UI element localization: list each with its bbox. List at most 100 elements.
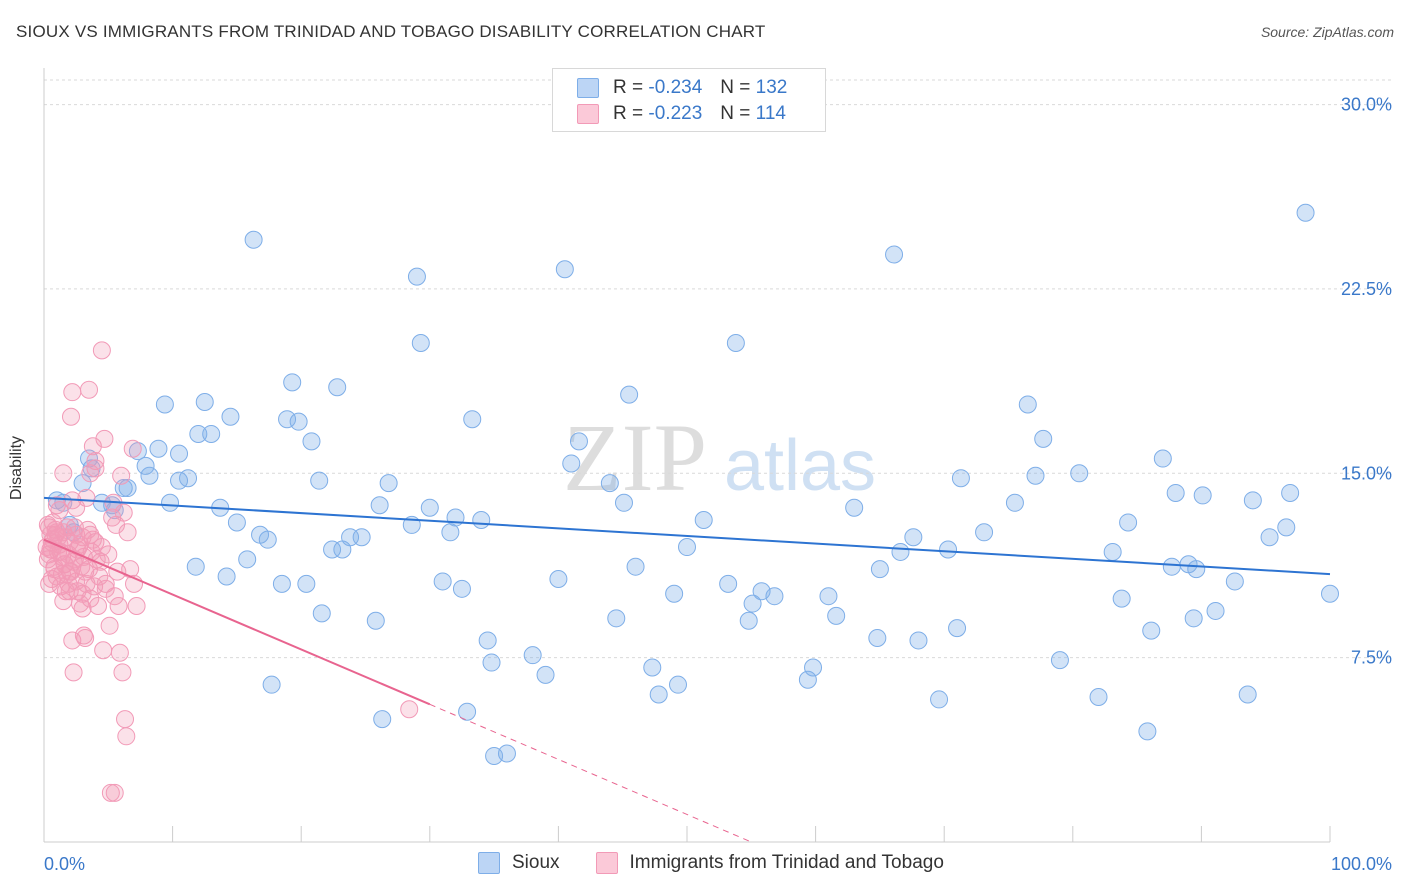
sioux-point	[726, 334, 745, 353]
legend-row-tt: R = -0.223 N = 114	[577, 103, 786, 125]
sioux-point	[694, 510, 713, 529]
sioux-point	[379, 474, 398, 493]
sioux-point	[1243, 491, 1262, 510]
tt-trend-extension	[429, 703, 752, 843]
tt-point	[89, 597, 108, 616]
sioux-point	[1119, 513, 1138, 532]
tt-point	[58, 518, 77, 537]
sioux-point	[868, 628, 887, 647]
y-tick-label: 7.5%	[1351, 648, 1392, 668]
tt-point	[105, 783, 124, 802]
tt-point	[95, 429, 114, 448]
sioux-point	[238, 550, 257, 569]
tt-point	[92, 341, 111, 360]
sioux-point	[555, 260, 574, 279]
sioux-point	[221, 407, 240, 426]
sioux-point	[649, 685, 668, 704]
tt-point	[400, 700, 419, 719]
sioux-point	[497, 744, 516, 763]
sioux-point	[463, 410, 482, 429]
sioux-point	[1018, 395, 1037, 414]
watermark-zip: ZIP	[563, 404, 707, 511]
sioux-point	[373, 710, 392, 729]
sioux-point	[614, 493, 633, 512]
sioux-point	[569, 432, 588, 451]
tt-point	[99, 545, 118, 564]
sioux-point	[278, 410, 297, 429]
sioux-point	[227, 513, 246, 532]
legend-row-sioux: R = -0.234 N = 132	[577, 77, 787, 99]
sioux-point	[366, 611, 385, 630]
sioux-point	[804, 658, 823, 677]
source-label: Source: ZipAtlas.com	[1260, 24, 1394, 40]
series-legend: Sioux Immigrants from Trinidad and Tobag…	[478, 852, 980, 874]
y-tick-label: 22.5%	[1341, 279, 1392, 299]
tt-point	[121, 560, 140, 579]
sioux-point	[458, 702, 477, 721]
tt-point	[40, 545, 59, 564]
watermark-atlas: atlas	[724, 426, 876, 506]
sioux-point	[620, 385, 639, 404]
sioux-point	[1103, 542, 1122, 561]
sioux-point	[870, 560, 889, 579]
sioux-point	[643, 658, 662, 677]
sioux-point	[272, 574, 291, 593]
sioux-point	[217, 567, 236, 586]
sioux-point	[668, 675, 687, 694]
tt-point	[62, 407, 81, 426]
sioux-point	[1281, 483, 1300, 502]
sioux-point	[765, 587, 784, 606]
sioux-point	[719, 574, 738, 593]
tt-point	[77, 488, 96, 507]
tt-point	[117, 727, 136, 746]
sioux-point	[258, 530, 277, 549]
series-legend-tt: Immigrants from Trinidad and Tobago	[595, 852, 944, 874]
sioux-point	[930, 690, 949, 709]
sioux-point	[161, 493, 180, 512]
tt-point	[50, 501, 69, 520]
sioux-point	[939, 540, 958, 559]
tt-point	[81, 464, 100, 483]
sioux-point	[1050, 651, 1069, 670]
sioux-point	[128, 442, 147, 461]
sioux-point	[1187, 560, 1206, 579]
sioux-point	[170, 444, 189, 463]
sioux-point	[1225, 572, 1244, 591]
sioux-point	[1112, 589, 1131, 608]
sioux-point	[549, 569, 568, 588]
sioux-point	[885, 245, 904, 264]
y-tick-label: 15.0%	[1341, 463, 1392, 483]
tt-point	[85, 577, 104, 596]
sioux-point	[743, 594, 762, 613]
legend-r-label: R =	[613, 77, 644, 98]
tt-point	[86, 459, 105, 478]
tt-point	[67, 525, 86, 544]
sioux-swatch	[577, 78, 599, 98]
sioux-point	[179, 469, 198, 488]
sioux-point	[149, 439, 168, 458]
tt-point	[101, 783, 120, 802]
sioux-point	[189, 424, 208, 443]
sioux-point	[1026, 466, 1045, 485]
sioux-point	[1166, 483, 1185, 502]
sioux-point	[678, 538, 696, 557]
tt-point	[116, 710, 135, 729]
y-tick-label: 30.0%	[1341, 95, 1392, 115]
sioux-point	[1070, 464, 1089, 483]
tt-swatch	[577, 104, 599, 124]
sioux-point	[328, 378, 347, 397]
tt-point	[100, 616, 119, 635]
sioux-point	[827, 606, 846, 625]
sioux-point	[819, 587, 838, 606]
series-name: Sioux	[512, 852, 560, 873]
sioux-point	[244, 230, 263, 249]
legend-n-value: 114	[755, 103, 786, 124]
sioux-point	[1296, 203, 1315, 222]
sioux-point	[370, 496, 389, 515]
sioux-point	[297, 574, 316, 593]
sioux-point	[1089, 687, 1108, 706]
chart-title: SIOUX VS IMMIGRANTS FROM TRINIDAD AND TO…	[16, 22, 766, 41]
sioux-point	[909, 631, 928, 650]
sioux-point	[1193, 486, 1212, 505]
sioux-point	[136, 456, 155, 475]
